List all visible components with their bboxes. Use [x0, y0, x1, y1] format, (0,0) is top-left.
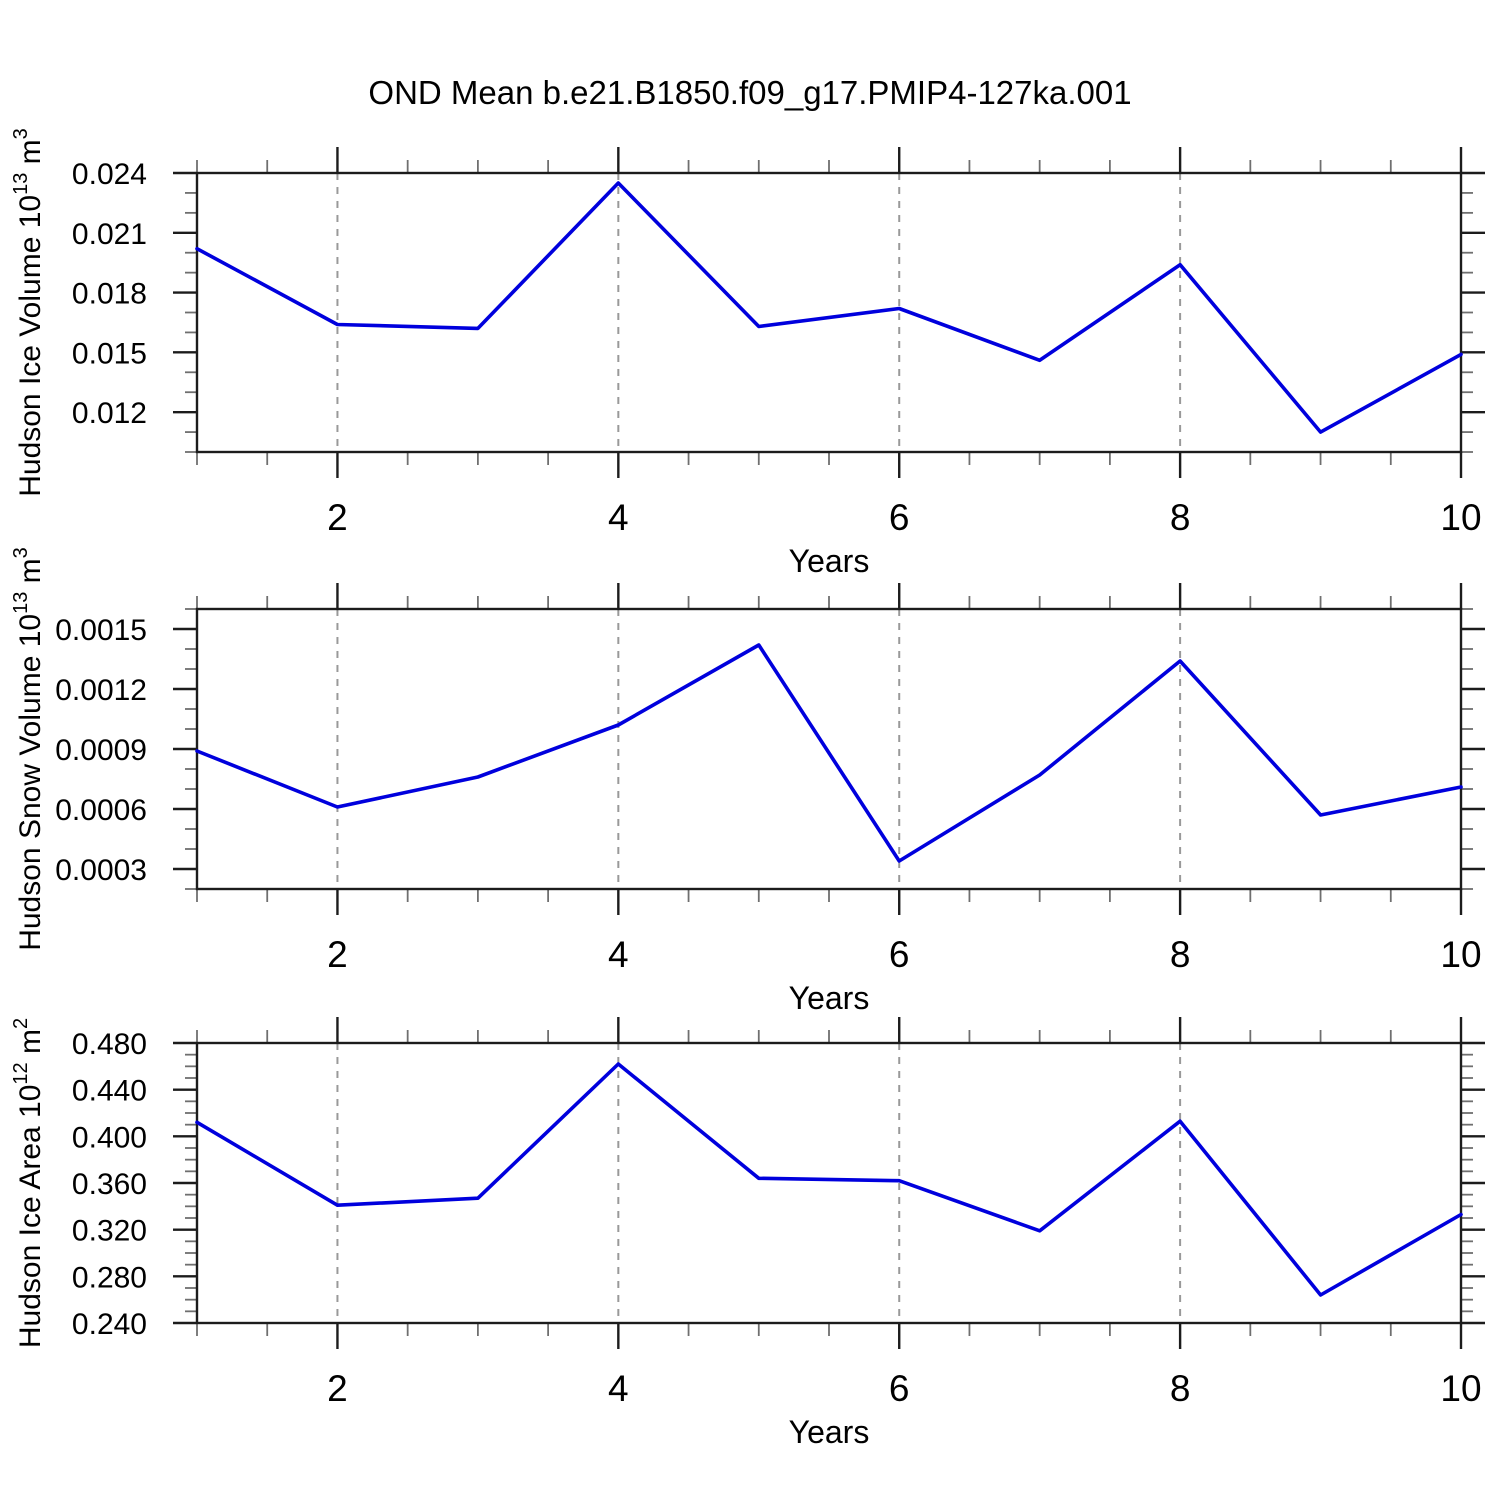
x-tick-label: 6	[889, 1368, 910, 1409]
y-tick-label: 0.012	[72, 397, 147, 430]
x-tick-label: 10	[1440, 497, 1481, 538]
y-axis-title: Hudson Snow Volume 1013 m3	[10, 547, 47, 951]
y-tick-label: 0.0012	[55, 674, 147, 707]
axis-frame	[195, 607, 1463, 891]
y-tick-label: 0.240	[72, 1308, 147, 1341]
x-tick-label: 8	[1170, 934, 1191, 975]
x-tick-label: 2	[327, 934, 348, 975]
series-line	[195, 1062, 1463, 1297]
series-line	[195, 643, 1463, 863]
x-axis-title: Years	[789, 1414, 870, 1450]
series-line	[195, 181, 1463, 434]
x-axis-title: Years	[789, 980, 870, 1016]
y-axis-title: Hudson Ice Volume 1013 m3	[10, 128, 47, 497]
y-tick-label: 0.320	[72, 1215, 147, 1248]
x-axis-title: Years	[789, 543, 870, 579]
y-tick-label: 0.021	[72, 218, 147, 251]
y-tick-label: 0.015	[72, 337, 147, 370]
x-tick-label: 10	[1440, 1368, 1481, 1409]
panel-2: 0.0003 0.0006 0.0009 0.0012 0.0015 2 4 6 8 10 Year…	[10, 547, 1485, 1016]
panel-3: 0.240 0.280 0.320 0.360 0.400 0.440 0.480 2 4 6 8 1…	[10, 1017, 1485, 1450]
axis-frame	[195, 1041, 1463, 1325]
x-tick-label: 6	[889, 934, 910, 975]
x-tick-label: 4	[608, 497, 629, 538]
y-tick-label: 0.0015	[55, 614, 147, 647]
y-axis-title: Hudson Ice Area 1012 m2	[10, 1018, 47, 1348]
axis-frame	[195, 171, 1463, 454]
y-tick-label: 0.018	[72, 278, 147, 311]
x-tick-label: 8	[1170, 1368, 1191, 1409]
x-tick-label: 2	[327, 1368, 348, 1409]
y-tick-label: 0.280	[72, 1261, 147, 1294]
chart-title: OND Mean b.e21.B1850.f09_g17.PMIP4-127ka…	[368, 74, 1132, 111]
panel-1: 0.012 0.015 0.018 0.021 0.024 2 4 6 8 10 Years Huds…	[10, 128, 1485, 579]
x-tick-label: 4	[608, 934, 629, 975]
y-tick-label: 0.360	[72, 1168, 147, 1201]
y-tick-label: 0.024	[72, 158, 147, 191]
y-tick-label: 0.440	[72, 1075, 147, 1108]
y-tick-label: 0.0006	[55, 794, 147, 827]
y-tick-label: 0.480	[72, 1028, 147, 1061]
x-tick-label: 6	[889, 497, 910, 538]
x-tick-label: 2	[327, 497, 348, 538]
y-tick-label: 0.400	[72, 1121, 147, 1154]
x-tick-label: 4	[608, 1368, 629, 1409]
y-tick-label: 0.0009	[55, 734, 147, 767]
x-tick-label: 8	[1170, 497, 1191, 538]
x-tick-label: 10	[1440, 934, 1481, 975]
y-tick-label: 0.0003	[55, 854, 147, 887]
